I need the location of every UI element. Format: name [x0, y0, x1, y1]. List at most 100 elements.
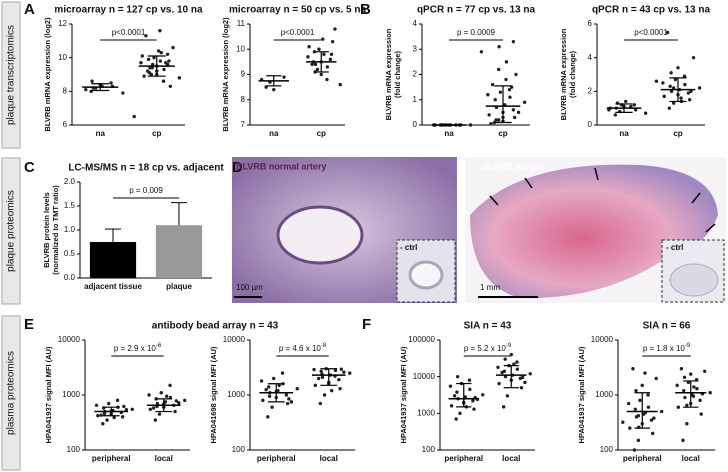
data-point	[523, 380, 527, 385]
data-point	[333, 368, 338, 373]
panel-letter: C	[24, 159, 35, 176]
data-point	[266, 385, 271, 389]
panel-letter: F	[362, 316, 371, 333]
data-point	[115, 398, 120, 403]
y-axis-label: BLVRB mRNA expression (log2)	[43, 17, 52, 132]
data-point	[328, 57, 333, 62]
panel-letter: A	[24, 1, 35, 18]
data-point	[646, 393, 650, 397]
y-tick-label: 10000	[591, 335, 614, 344]
histology-image	[470, 164, 718, 299]
data-point	[449, 404, 454, 408]
p-value: p = 5.2 x 10-9	[464, 343, 512, 354]
data-point	[458, 411, 462, 416]
data-point	[651, 431, 655, 436]
data-point	[629, 104, 633, 109]
data-point	[159, 391, 163, 395]
data-point	[624, 99, 628, 104]
data-point	[468, 123, 473, 127]
control-tissue	[669, 263, 719, 297]
data-point	[124, 408, 129, 412]
x-tick-label: peripheral	[623, 454, 662, 463]
data-point	[691, 55, 696, 60]
data-point	[306, 55, 310, 59]
chart-title: microarray n = 127 cp vs. 10 na	[54, 5, 203, 16]
y-axis-label: BLVRB mRNA expression	[384, 28, 393, 120]
data-point	[112, 415, 116, 420]
y-tick-label: 0	[588, 120, 593, 129]
data-point	[683, 82, 687, 87]
data-point	[270, 405, 274, 409]
data-point	[479, 50, 484, 54]
data-point	[515, 367, 520, 371]
y-tick-label: 2.0	[64, 177, 76, 186]
data-point	[318, 401, 323, 406]
data-point	[122, 404, 126, 409]
x-tick-label: na	[619, 129, 629, 138]
data-point	[643, 111, 648, 115]
data-point	[284, 393, 289, 397]
data-point	[511, 108, 516, 112]
data-point	[338, 82, 342, 87]
data-point	[161, 79, 166, 83]
data-point	[667, 106, 672, 110]
data-point	[153, 418, 158, 422]
data-point	[665, 30, 670, 35]
control-lumen	[408, 260, 444, 290]
data-point	[640, 383, 644, 388]
data-point	[313, 62, 318, 67]
data-point	[140, 54, 144, 58]
data-point	[174, 399, 179, 403]
x-tick-label: local	[320, 454, 338, 463]
data-point	[454, 417, 458, 421]
data-point	[528, 372, 532, 376]
y-tick-label: 4	[588, 53, 593, 62]
y-tick-label: 1	[413, 95, 418, 104]
data-point	[686, 91, 691, 95]
data-point	[329, 52, 334, 56]
data-point	[177, 76, 182, 80]
data-point	[662, 94, 666, 99]
data-point	[512, 115, 517, 120]
y-tick-label: 2	[413, 70, 418, 79]
arrow	[489, 195, 499, 206]
data-point	[295, 387, 299, 391]
data-point	[692, 385, 696, 389]
image-label: BLVRB plaque	[482, 161, 544, 171]
chart-title: antibody bead array n = 43	[152, 321, 279, 332]
data-point	[685, 403, 689, 407]
data-point	[149, 72, 154, 77]
y-tick-label: 0.5	[64, 249, 76, 258]
x-tick-label: peripheral	[92, 454, 131, 463]
y-tick-label: 10000	[58, 335, 81, 344]
data-point	[515, 360, 519, 364]
data-point	[703, 369, 707, 373]
data-point	[636, 414, 641, 418]
data-point	[158, 29, 162, 33]
arrow	[705, 223, 716, 233]
data-point	[661, 81, 665, 85]
y-axis-label: (fold change)	[393, 50, 402, 98]
chart-title: SIA n = 43	[464, 321, 512, 332]
data-point	[99, 413, 103, 417]
data-point	[310, 62, 314, 67]
data-point	[643, 371, 647, 375]
p-value: p<0.0001	[281, 28, 315, 37]
data-point	[673, 77, 678, 82]
data-point	[468, 387, 472, 392]
data-point	[669, 89, 674, 94]
data-point	[626, 401, 631, 406]
data-point	[493, 98, 497, 102]
data-point	[708, 391, 712, 395]
data-point	[150, 66, 154, 70]
data-point	[147, 393, 151, 397]
data-point	[146, 57, 151, 62]
data-point	[152, 55, 156, 60]
chart-title: LC-MS/MS n = 18 cp vs. adjacent	[68, 163, 224, 174]
data-point	[107, 401, 111, 406]
data-point	[669, 71, 673, 75]
data-point	[649, 418, 654, 422]
control-label: - ctrl	[666, 243, 683, 252]
y-tick-label: 2	[588, 86, 593, 95]
data-point	[689, 89, 693, 94]
